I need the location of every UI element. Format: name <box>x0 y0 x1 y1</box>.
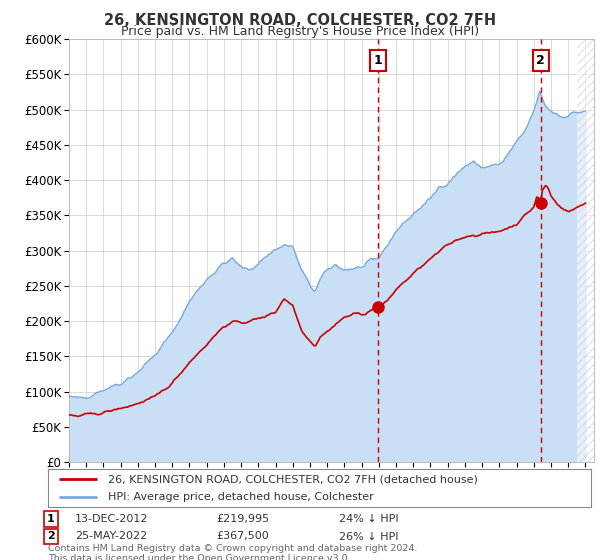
Text: Price paid vs. HM Land Registry's House Price Index (HPI): Price paid vs. HM Land Registry's House … <box>121 25 479 39</box>
Text: 2: 2 <box>47 531 55 542</box>
Text: 26% ↓ HPI: 26% ↓ HPI <box>339 531 398 542</box>
Text: 26, KENSINGTON ROAD, COLCHESTER, CO2 7FH: 26, KENSINGTON ROAD, COLCHESTER, CO2 7FH <box>104 13 496 28</box>
Text: Contains HM Land Registry data © Crown copyright and database right 2024.
This d: Contains HM Land Registry data © Crown c… <box>48 544 418 560</box>
Text: HPI: Average price, detached house, Colchester: HPI: Average price, detached house, Colc… <box>108 492 373 502</box>
Text: 26, KENSINGTON ROAD, COLCHESTER, CO2 7FH (detached house): 26, KENSINGTON ROAD, COLCHESTER, CO2 7FH… <box>108 474 478 484</box>
Text: £367,500: £367,500 <box>216 531 269 542</box>
Text: 24% ↓ HPI: 24% ↓ HPI <box>339 514 398 524</box>
Text: 1: 1 <box>374 54 382 67</box>
Polygon shape <box>577 39 594 462</box>
Text: 25-MAY-2022: 25-MAY-2022 <box>75 531 147 542</box>
Text: 1: 1 <box>47 514 55 524</box>
Text: 2: 2 <box>536 54 545 67</box>
Text: £219,995: £219,995 <box>216 514 269 524</box>
Text: 13-DEC-2012: 13-DEC-2012 <box>75 514 149 524</box>
